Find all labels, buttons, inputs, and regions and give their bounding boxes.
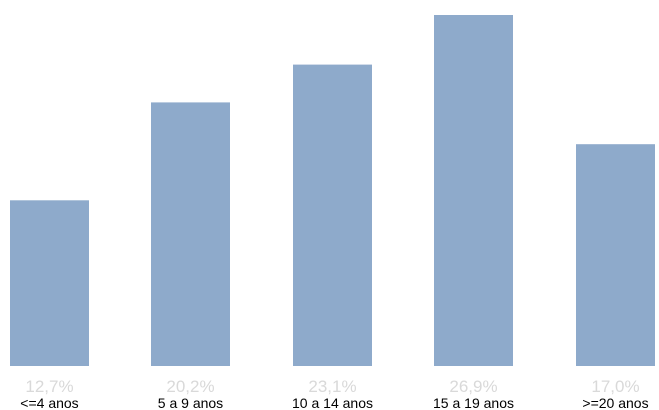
category-label-4: >=20 anos [582,395,648,410]
value-label-4: 17,0% [591,377,639,396]
category-label-1: 5 a 9 anos [158,395,223,410]
value-label-0: 12,7% [25,377,73,396]
bar-3 [434,15,513,366]
category-label-0: <=4 anos [20,395,78,410]
bar-2 [293,64,372,366]
value-label-3: 26,9% [449,377,497,396]
bars-group [10,15,655,367]
bar-4 [576,144,655,366]
bar-0 [10,200,89,366]
value-labels-group: 12,7% 20,2% 23,1% 26,9% 17,0% [25,377,639,396]
value-label-1: 20,2% [166,377,214,396]
category-label-3: 15 a 19 anos [433,395,514,410]
bar-1 [151,102,230,367]
value-label-2: 23,1% [308,377,356,396]
category-labels-group: <=4 anos 5 a 9 anos 10 a 14 anos 15 a 19 an… [20,395,648,410]
category-label-2: 10 a 14 anos [292,395,373,410]
